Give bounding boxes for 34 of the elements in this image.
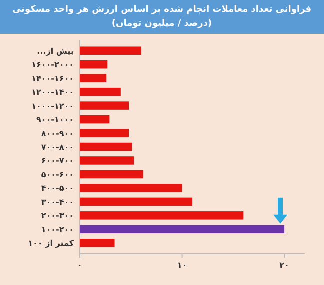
- y-tick-label: کمتر از ۱۰۰: [28, 239, 74, 248]
- x-tick-label: ۱۰: [177, 261, 188, 270]
- y-tick-label: ۱۰۰۰-۱۲۰۰: [32, 102, 74, 111]
- bar: [80, 74, 107, 82]
- bar: [80, 156, 134, 165]
- bar: [80, 170, 144, 179]
- y-tick-label: ۴۰۰-۵۰۰: [41, 184, 74, 194]
- y-tick-label: ۱۰۰-۲۰۰: [41, 225, 74, 234]
- bar: [80, 198, 192, 206]
- y-tick-label: ۸۰۰-۹۰۰: [41, 129, 74, 138]
- bar: [80, 88, 121, 96]
- bar: [80, 46, 142, 55]
- bar: [80, 212, 244, 220]
- y-tick-label: ۲۰۰-۳۰۰: [41, 212, 74, 221]
- bar: [80, 60, 108, 69]
- x-tick-label: ۰: [78, 261, 82, 270]
- y-tick-label: ۹۰۰-۱۰۰۰: [36, 116, 74, 125]
- bar: [80, 115, 110, 124]
- bar: [80, 184, 182, 192]
- chart-title: فراوانی تعداد معاملات انجام شده بر اساس ارزش هر واحد مسکونی (درصد / میلیون تومان): [2, 1, 322, 31]
- y-tick-label: ۳۰۰-۴۰۰: [41, 198, 74, 207]
- bar: [80, 102, 130, 110]
- y-tick-label: ۱۶۰۰-۲۰۰۰: [32, 60, 74, 70]
- bar: [80, 225, 285, 234]
- y-tick-label: ۱۲۰۰-۱۴۰۰: [32, 88, 74, 98]
- bar: [80, 239, 115, 248]
- bar: [80, 129, 130, 138]
- y-tick-label: ۵۰۰-۶۰۰: [41, 170, 74, 180]
- bar: [80, 142, 132, 152]
- x-tick-label: ۲۰: [280, 261, 290, 270]
- y-tick-label: ۷۰۰-۸۰۰: [41, 143, 74, 152]
- y-tick-label: ۶۰۰-۷۰۰: [41, 156, 74, 166]
- y-tick-label: ۱۴۰۰-۱۶۰۰: [32, 74, 74, 84]
- y-tick-label: بیش از...: [37, 46, 74, 56]
